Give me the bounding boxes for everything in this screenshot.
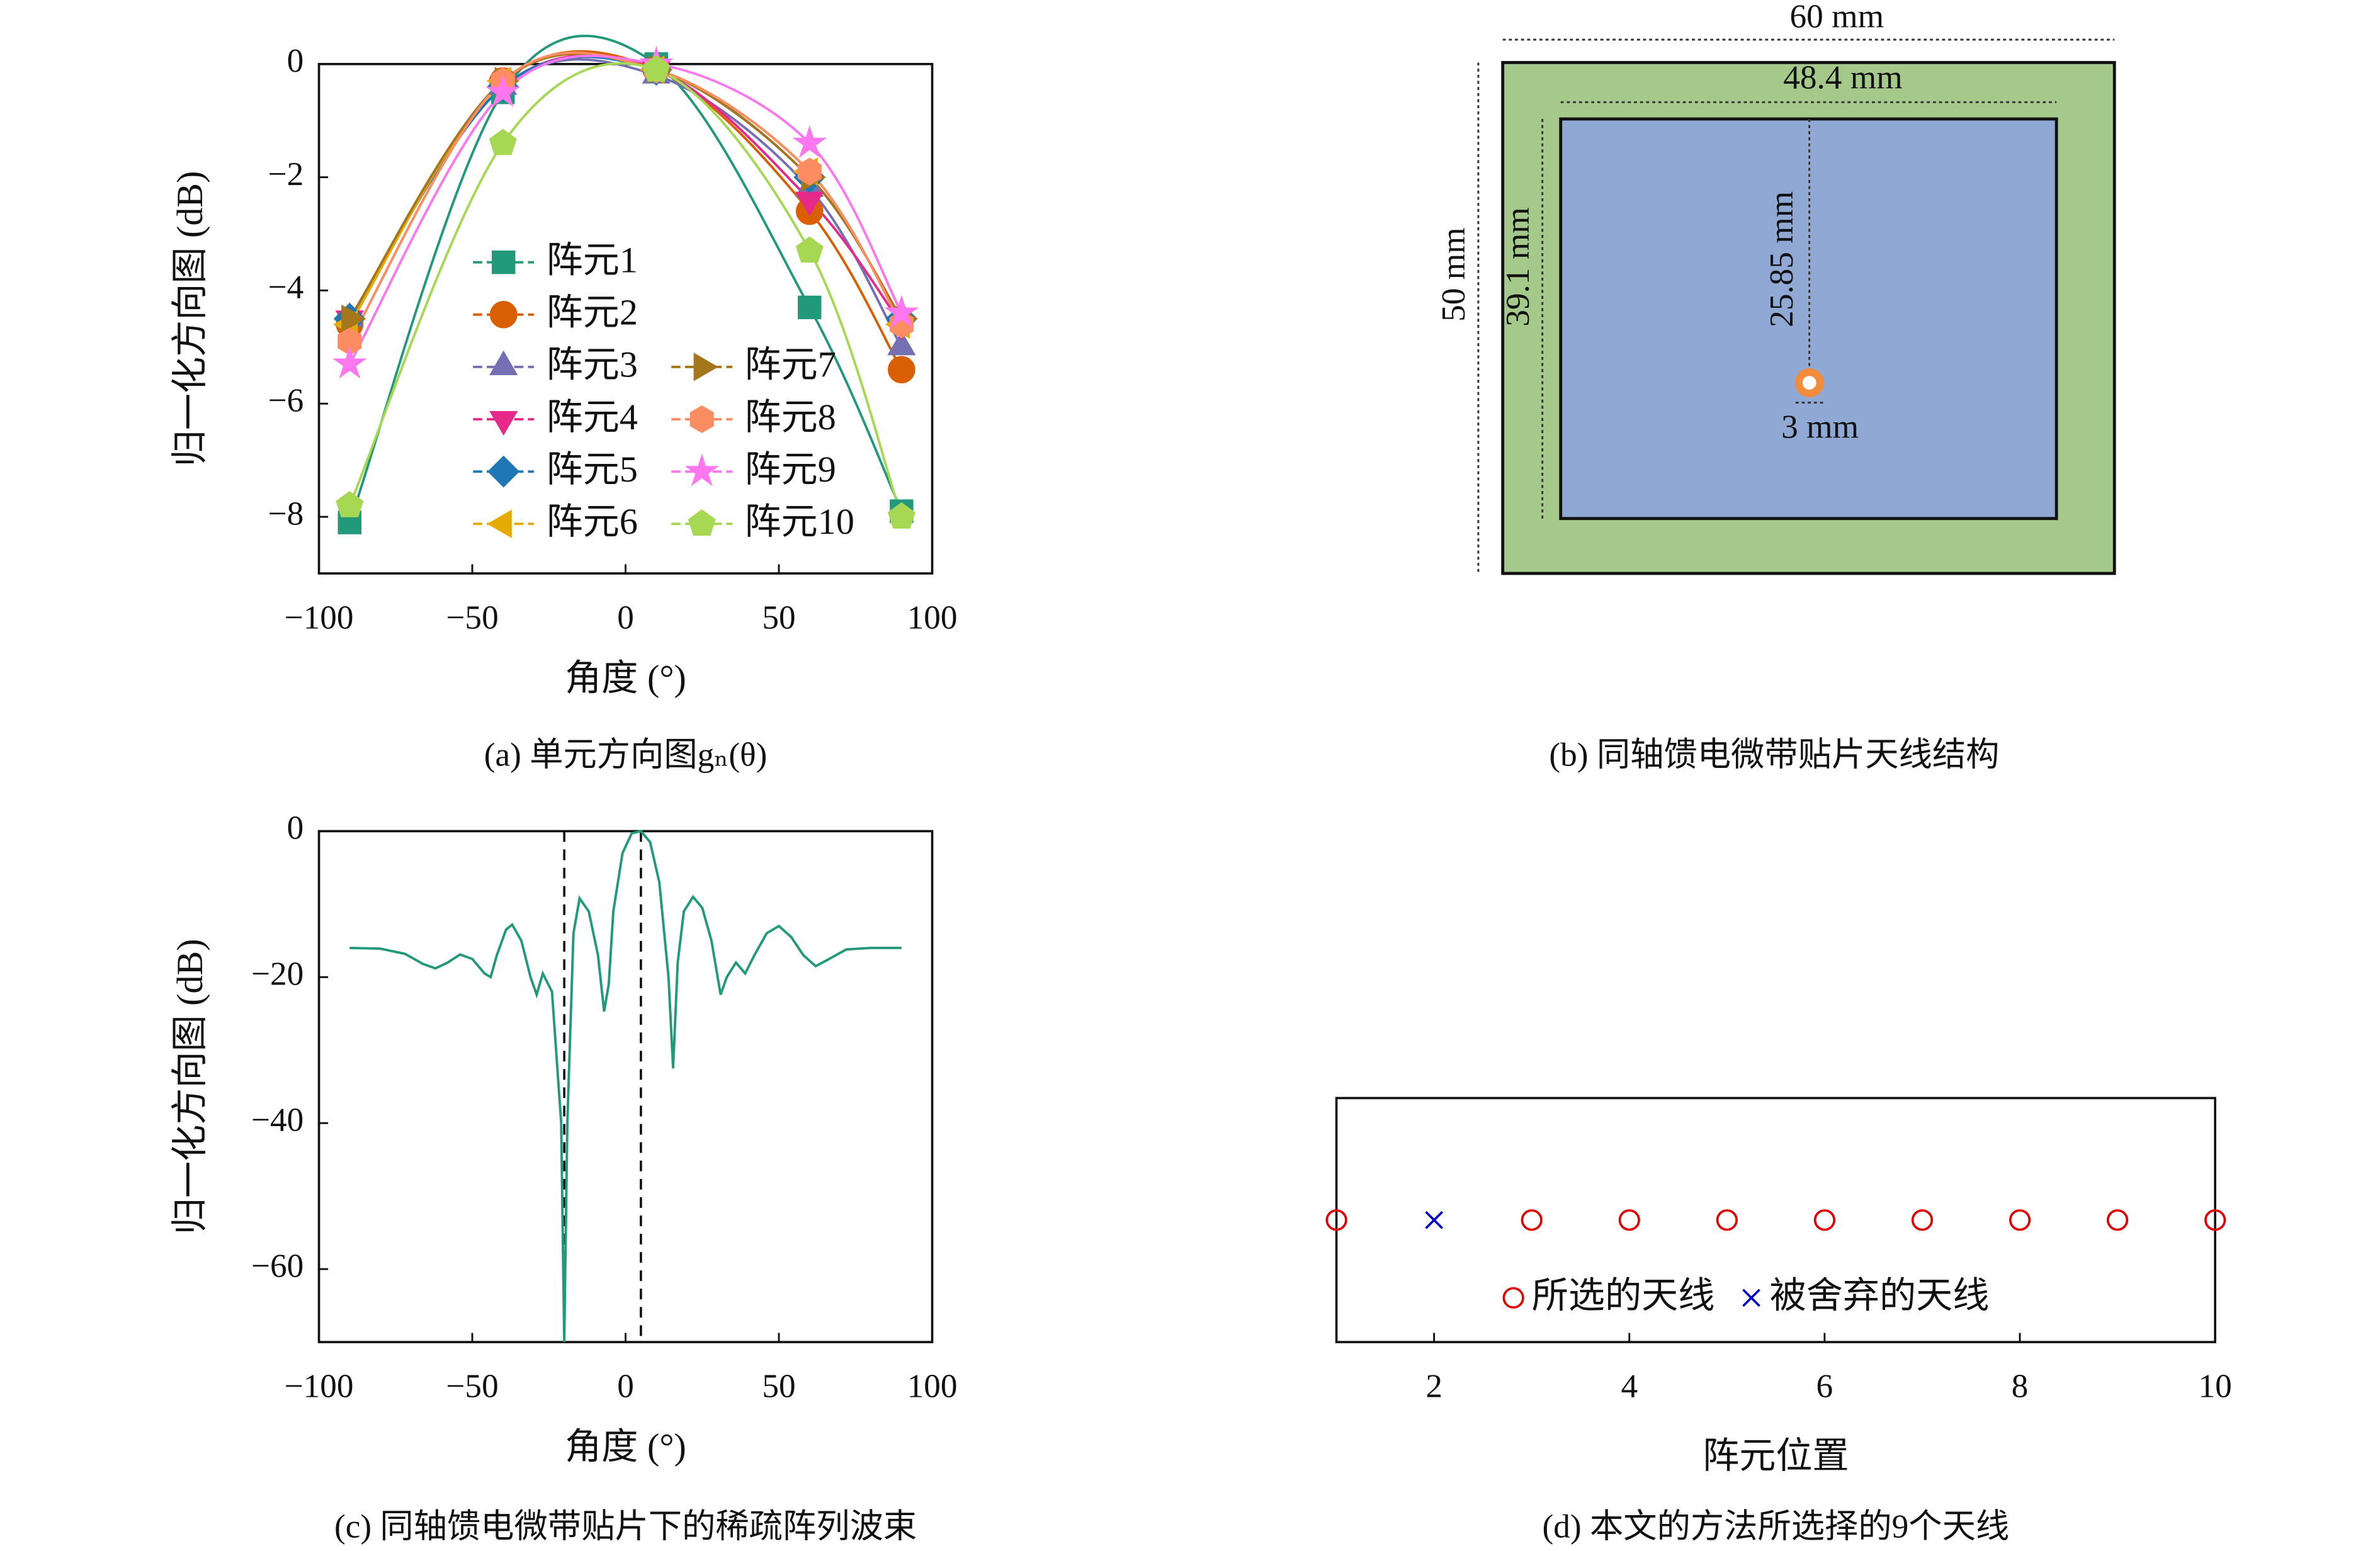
caption: (d) 本文的方法所选择的9个天线 [1543, 1508, 2010, 1545]
legend-label: 阵元8 [745, 397, 836, 437]
y-tick-label: −40 [251, 1101, 303, 1138]
y-axis-label: 归一化方向图 (dB) [169, 939, 210, 1234]
legend-marker [688, 509, 716, 536]
marker [792, 125, 827, 158]
feed-point [1794, 368, 1824, 398]
marker [2106, 1209, 2129, 1231]
marker [887, 330, 916, 356]
x-tick-label: 0 [617, 599, 634, 636]
y-tick-label: −20 [251, 956, 303, 993]
dim-label: 48.4 mm [1783, 59, 1903, 96]
legend-marker [489, 301, 518, 329]
legend-marker [684, 453, 720, 487]
marker [1618, 1209, 1640, 1231]
legend-label: 阵元10 [745, 501, 854, 542]
x-axis-label: 角度 (°) [565, 1426, 686, 1467]
legend-label: 阵元1 [547, 239, 638, 280]
marker [797, 157, 822, 186]
marker [2009, 1209, 2031, 1231]
marker [336, 490, 364, 517]
x-tick-label: 4 [1621, 1367, 1638, 1404]
x-axis-label: 角度 (°) [565, 657, 686, 698]
dim-label: 39.1 mm [1499, 207, 1536, 327]
legend-label: 阵元3 [547, 344, 638, 385]
x-tick-label: −100 [285, 599, 354, 636]
y-tick-label: −2 [268, 155, 304, 193]
x-tick-label: 6 [1816, 1367, 1833, 1404]
x-tick-label: 2 [1425, 1367, 1442, 1404]
legend-label: 阵元5 [547, 449, 638, 490]
dim-label: 60 mm [1789, 0, 1884, 35]
legend-label: 所选的天线 [1532, 1275, 1715, 1316]
legend-label: 被舍弃的天线 [1770, 1275, 1990, 1316]
dim-label: 3 mm [1781, 408, 1859, 445]
x-tick-label: −50 [446, 1367, 498, 1404]
x-tick-label: −50 [446, 599, 498, 636]
legend-marker [487, 455, 520, 488]
marker [884, 295, 919, 328]
plot-frame [1335, 1097, 2216, 1343]
y-axis-label: 归一化方向图 (dB) [169, 171, 210, 466]
y-tick-label: −6 [268, 381, 304, 419]
x-tick-label: 100 [907, 599, 958, 636]
legend-label: 阵元2 [547, 292, 638, 333]
x-tick-label: 100 [907, 1367, 958, 1404]
x-tick-label: 0 [617, 1367, 634, 1404]
legend-label: 阵元4 [547, 397, 638, 437]
marker [1425, 1210, 1444, 1229]
caption: (c) 同轴馈电微带贴片下的稀疏阵列波束 [334, 1508, 917, 1545]
patch-diagram: 60 mm 48.4 mm 50 mm 39.1 mm 25.85 mm 3 m… [1435, 0, 2116, 773]
marker [332, 346, 367, 379]
patch [1559, 117, 2058, 521]
marker [489, 128, 517, 155]
x-tick-label: 50 [762, 1367, 795, 1404]
dim-label: 50 mm [1435, 227, 1472, 322]
legend-label: 阵元6 [547, 501, 638, 542]
marker [798, 295, 822, 320]
y-tick-label: 0 [287, 42, 304, 79]
x-tick-label: 10 [2198, 1367, 2231, 1404]
marker [795, 236, 824, 263]
marker [2204, 1209, 2226, 1231]
caption: (b) 同轴馈电微带贴片天线结构 [1549, 736, 1999, 773]
marker [341, 304, 366, 333]
legend-marker [1502, 1287, 1524, 1309]
y-tick-label: −60 [251, 1247, 303, 1284]
marker [887, 502, 915, 529]
marker [642, 55, 671, 82]
x-axis-label: 阵元位置 [1703, 1435, 1849, 1476]
legend-label: 阵元7 [745, 344, 836, 385]
y-tick-label: −8 [268, 495, 304, 532]
dim-label: 25.85 mm [1763, 191, 1800, 327]
caption: (a) 单元方向图gₙ(θ) [484, 736, 768, 773]
y-tick-label: 0 [287, 809, 304, 847]
marker [485, 74, 521, 107]
y-tick-label: −4 [268, 269, 304, 306]
legend-marker [487, 509, 512, 538]
marker [888, 356, 915, 384]
legend-marker [693, 352, 718, 381]
marker [1813, 1209, 1835, 1231]
legend-marker [492, 251, 516, 274]
legend-marker [689, 405, 714, 434]
legend-marker [1742, 1289, 1760, 1307]
series-line [349, 830, 902, 1343]
marker [1911, 1209, 1934, 1231]
x-tick-label: −100 [285, 1367, 354, 1404]
marker [1716, 1209, 1738, 1231]
legend-marker [489, 410, 518, 436]
x-tick-label: 8 [2012, 1367, 2029, 1404]
series-line [348, 35, 903, 523]
legend-marker [489, 350, 518, 375]
marker [1325, 1209, 1347, 1231]
plot-frame [317, 830, 934, 1343]
marker [1521, 1209, 1543, 1231]
x-tick-label: 50 [762, 599, 795, 636]
legend-label: 阵元9 [745, 449, 836, 490]
